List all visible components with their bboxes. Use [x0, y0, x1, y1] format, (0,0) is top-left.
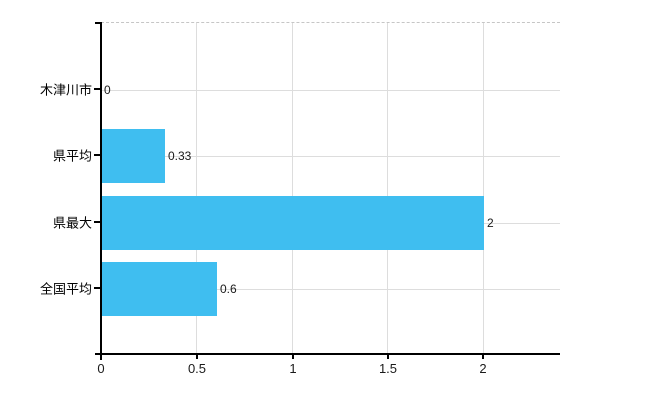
- value-label-row-2: 2: [487, 216, 494, 230]
- plot-area: 0 0.33 2 0.6: [101, 22, 560, 354]
- x-tick-label-0: 0: [97, 361, 105, 376]
- x-tick-1.5: [387, 353, 389, 359]
- bar-row-2: [102, 196, 484, 250]
- horizontal-gridline-row-1: [101, 156, 560, 157]
- value-label-row-3: 0.6: [220, 282, 237, 296]
- vertical-gridline-1: [292, 23, 293, 354]
- horizontal-gridline-row-3: [101, 289, 560, 290]
- horizontal-gridline-row-0: [101, 90, 560, 91]
- x-tick-label-1: 1: [289, 361, 297, 376]
- x-tick-1: [292, 353, 294, 359]
- x-tick-label-2: 2: [479, 361, 487, 376]
- y-axis-top-tick: [95, 22, 101, 24]
- category-tick-3: [94, 287, 101, 289]
- category-label-3: 全国平均: [39, 281, 92, 297]
- y-axis-line: [100, 22, 102, 360]
- category-tick-2: [94, 221, 101, 223]
- category-label-1: 県平均: [52, 148, 92, 164]
- vertical-gridline-2: [483, 23, 484, 354]
- x-tick-label-1.5: 1.5: [378, 361, 398, 376]
- x-tick-label-0.5: 0.5: [187, 361, 207, 376]
- category-tick-0: [94, 88, 101, 90]
- category-label-0: 木津川市: [39, 82, 92, 98]
- bar-row-1: [102, 129, 165, 183]
- x-tick-2: [482, 353, 484, 359]
- value-label-row-0: 0: [104, 83, 111, 97]
- x-tick-0.5: [196, 353, 198, 359]
- category-label-2: 県最大: [52, 215, 92, 231]
- category-tick-1: [94, 154, 101, 156]
- vertical-gridline-1.5: [387, 23, 388, 354]
- x-tick-0: [100, 353, 102, 359]
- bar-row-3: [102, 262, 217, 316]
- vertical-gridline-0.5: [196, 23, 197, 354]
- x-axis-line: [95, 353, 560, 355]
- value-label-row-1: 0.33: [168, 149, 192, 163]
